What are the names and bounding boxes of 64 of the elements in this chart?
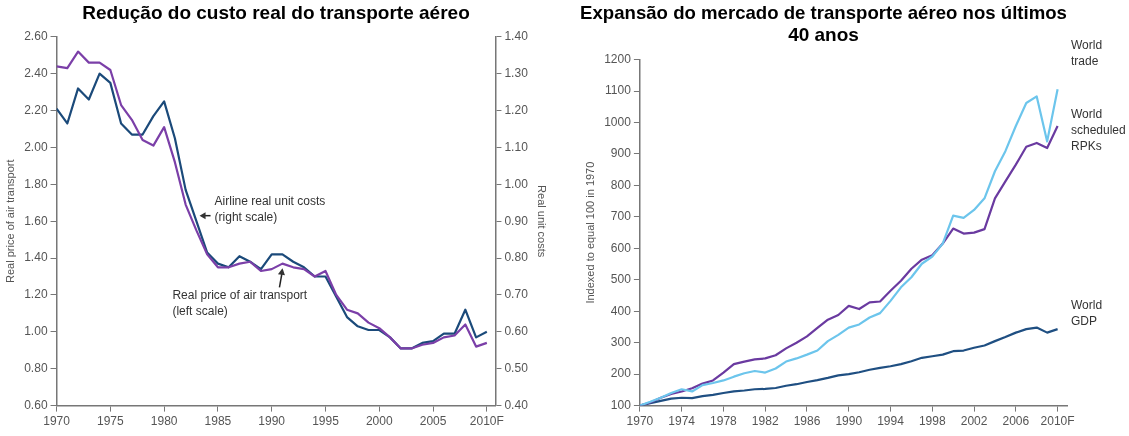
y-tick-label: 2.40 <box>24 65 48 80</box>
y-tick-label: 1.40 <box>24 250 48 265</box>
text: World trade <box>1071 38 1103 69</box>
y-tick-label: 1.00 <box>24 324 48 339</box>
chart-title: Expansão do mercado de transporte aéreo nos últimos 40 anos <box>580 1 1067 46</box>
x-tick-label: 1990 <box>258 414 286 429</box>
y-tick-label: 800 <box>610 177 632 192</box>
y-tick-label: 1.20 <box>24 287 48 302</box>
y-tick-label: 0.60 <box>24 397 48 412</box>
y2-tick-label: 0.90 <box>504 213 529 228</box>
x-tick-label: 1970 <box>626 414 654 429</box>
x-tick-label: 2010F <box>469 414 504 429</box>
y-tick-label: 1.80 <box>24 176 48 191</box>
x-tick-label: 2006 <box>1002 414 1030 429</box>
x-tick-label: 1985 <box>204 414 232 429</box>
x-tick-label: 1995 <box>312 414 340 429</box>
y-tick-label: 500 <box>610 272 632 287</box>
y-tick-label: 400 <box>610 303 632 318</box>
y-tick-label: 700 <box>610 209 632 224</box>
y2-tick-label: 1.40 <box>504 29 529 44</box>
y-tick-label: 200 <box>610 366 632 381</box>
x-tick-label: 1974 <box>668 414 696 429</box>
annotation: Airline real unit costs (right scale) <box>214 193 326 224</box>
y2-tick-label: 0.80 <box>504 250 529 265</box>
y2-axis-title: Real unit costs <box>536 185 549 258</box>
y-tick-label: 300 <box>610 335 632 349</box>
y-tick-label: 0.80 <box>24 361 48 376</box>
x-tick-label: 1975 <box>96 414 125 429</box>
y-tick-label: 2.60 <box>24 29 48 44</box>
y2-tick-label: 1.20 <box>504 102 529 117</box>
x-tick-label: 1970 <box>43 414 71 429</box>
series-label: World scheduled RPKs <box>1071 106 1126 153</box>
y-tick-label: 900 <box>610 146 632 161</box>
y2-tick-label: 0.60 <box>504 324 529 339</box>
y-tick-label: 2.20 <box>24 102 48 117</box>
y-tick-label: 1100 <box>605 83 632 98</box>
y2-tick-label: 0.70 <box>504 287 529 302</box>
x-tick-label: 1978 <box>710 414 738 429</box>
x-tick-label: 1994 <box>877 414 905 429</box>
x-tick-label: 2000 <box>365 414 393 429</box>
chart-title: Redução do custo real do transporte aéreo <box>82 1 470 23</box>
y2-tick-label: 0.40 <box>504 397 529 412</box>
x-tick-label: 1998 <box>918 414 946 429</box>
x-tick-label: 1990 <box>835 414 863 429</box>
y-tick-label: 600 <box>610 240 632 255</box>
y-tick-label: 1.60 <box>24 213 48 228</box>
series-label: World GDP <box>1071 298 1103 329</box>
y-tick-label: 1000 <box>604 114 632 129</box>
y2-tick-label: 1.30 <box>504 65 529 80</box>
y-tick-label: 1200 <box>604 51 632 66</box>
x-tick-label: 1980 <box>150 414 178 429</box>
x-tick-label: 2002 <box>960 414 988 429</box>
y-tick-label: 2.00 <box>24 139 48 154</box>
y-axis-title: Indexed to equal 100 in 1970 <box>583 161 596 304</box>
y-axis-title: Real price of air transport <box>3 159 16 283</box>
x-tick-label: 2010F <box>1040 414 1075 429</box>
y2-tick-label: 1.10 <box>504 139 529 154</box>
y2-tick-label: 1.00 <box>504 176 529 191</box>
x-tick-label: 1982 <box>751 414 779 429</box>
x-tick-label: 2005 <box>419 414 447 429</box>
y2-tick-label: 0.50 <box>504 361 529 376</box>
annotation: Real price of air transport (left scale) <box>172 287 308 318</box>
x-tick-label: 1986 <box>793 414 821 429</box>
y-tick-label: 100 <box>610 397 632 412</box>
